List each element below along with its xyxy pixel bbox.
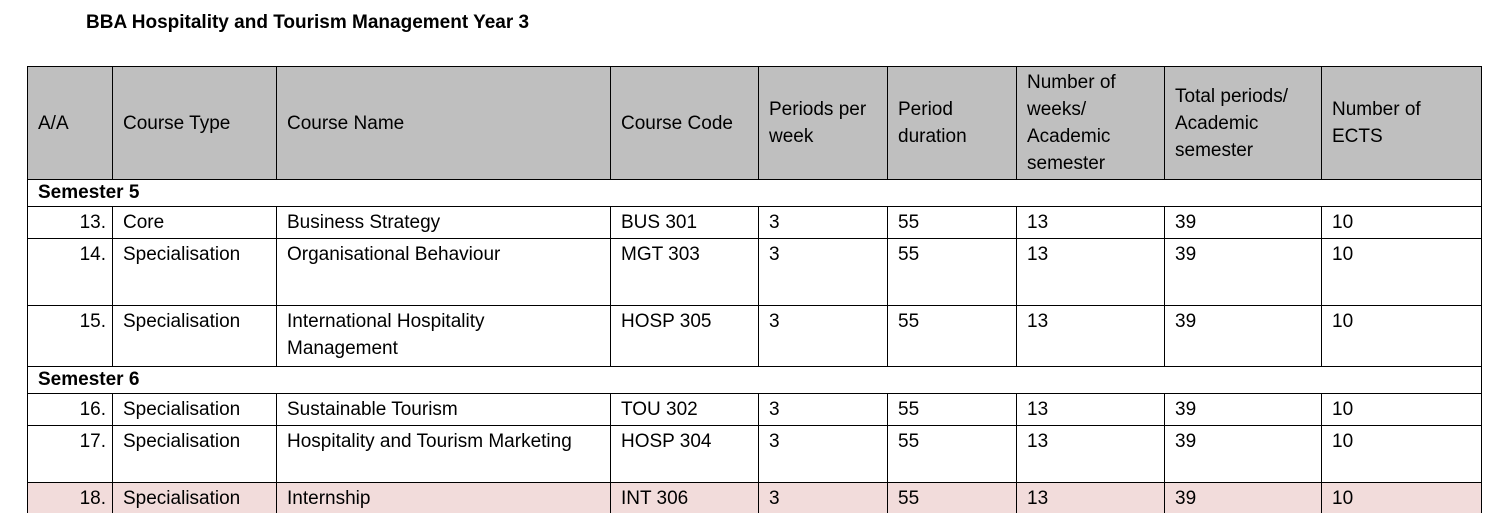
cell: 3 [758,238,888,306]
cell: 3 [758,482,888,513]
cell: 55 [887,482,1017,513]
header-cell: Period duration [887,66,1017,180]
cell: 13 [1016,305,1165,367]
header-cell: Total periods/ Academic semester [1164,66,1322,180]
header-cell: Number of ECTS [1321,66,1482,180]
section-row: Semester 6 [27,366,1482,394]
header-row: A/A Course Type Course Name Course Code Peri… [27,66,1482,180]
section-row: Semester 5 [27,179,1482,207]
section-label: Semester 5 [27,179,1482,207]
cell: 10 [1321,393,1482,426]
cell: 10 [1321,305,1482,367]
cell: Specialisation [112,305,277,367]
cell: 39 [1164,482,1322,513]
cell: BUS 301 [610,206,759,239]
cell: 13 [1016,482,1165,513]
cell: 3 [758,393,888,426]
course-row: 14. Specialisation Organisational Behaviou… [27,238,1482,306]
document-title: BBA Hospitality and Tourism Management Y… [86,12,530,33]
header-cell: Periods per week [758,66,888,180]
cell: 3 [758,305,888,367]
section-label: Semester 6 [27,366,1482,394]
row-number: 17. [27,425,113,483]
cell: 55 [887,206,1017,239]
header-cell: Course Type [112,66,277,180]
cell: 13 [1016,238,1165,306]
cell: Hospitality and Tourism Marketing [276,425,611,483]
cell: Specialisation [112,393,277,426]
cell: Specialisation [112,425,277,483]
cell: Sustainable Tourism [276,393,611,426]
cell: 39 [1164,305,1322,367]
header-cell: A/A [27,66,113,180]
cell: 39 [1164,206,1322,239]
cell: INT 306 [610,482,759,513]
cell: 13 [1016,206,1165,239]
cell: 39 [1164,238,1322,306]
cell: 3 [758,206,888,239]
cell: MGT 303 [610,238,759,306]
cell: 10 [1321,206,1482,239]
row-number: 15. [27,305,113,367]
cell: HOSP 305 [610,305,759,367]
cell: International Hospitality Management [276,305,611,367]
table-body: Semester 5 13. Core Business Strategy BUS 30… [27,179,1482,513]
cell: 13 [1016,393,1165,426]
row-number: 14. [27,238,113,306]
cell: 10 [1321,238,1482,306]
cell: 55 [887,393,1017,426]
header-cell: Number of weeks/ Academic semester [1016,66,1165,180]
cell: HOSP 304 [610,425,759,483]
cell: 10 [1321,425,1482,483]
cell: 39 [1164,425,1322,483]
cell: 13 [1016,425,1165,483]
cell: 10 [1321,482,1482,513]
cell: Specialisation [112,482,277,513]
row-number: 13. [27,206,113,239]
cell: Business Strategy [276,206,611,239]
course-row: 17. Specialisation Hospitality and Tourism… [27,425,1482,483]
course-row: 13. Core Business Strategy BUS 301 3 55 13 39 10 [27,206,1482,239]
course-row: 15. Specialisation International Hospitali… [27,305,1482,367]
cell: 3 [758,425,888,483]
row-number: 18. [27,482,113,513]
row-number: 16. [27,393,113,426]
cell: Core [112,206,277,239]
cell: Internship [276,482,611,513]
course-row: 16. Specialisation Sustainable Tourism TOU … [27,393,1482,426]
cell: 55 [887,305,1017,367]
cell: 55 [887,238,1017,306]
course-row: 18. Specialisation Internship INT 306 3 55 13 3… [27,482,1482,513]
cell: Organisational Behaviour [276,238,611,306]
cell: 39 [1164,393,1322,426]
cell: Specialisation [112,238,277,306]
course-table: A/A Course Type Course Name Course Code Peri… [27,66,1482,513]
cell: TOU 302 [610,393,759,426]
header-cell: Course Name [276,66,611,180]
cell: 55 [887,425,1017,483]
header-cell: Course Code [610,66,759,180]
